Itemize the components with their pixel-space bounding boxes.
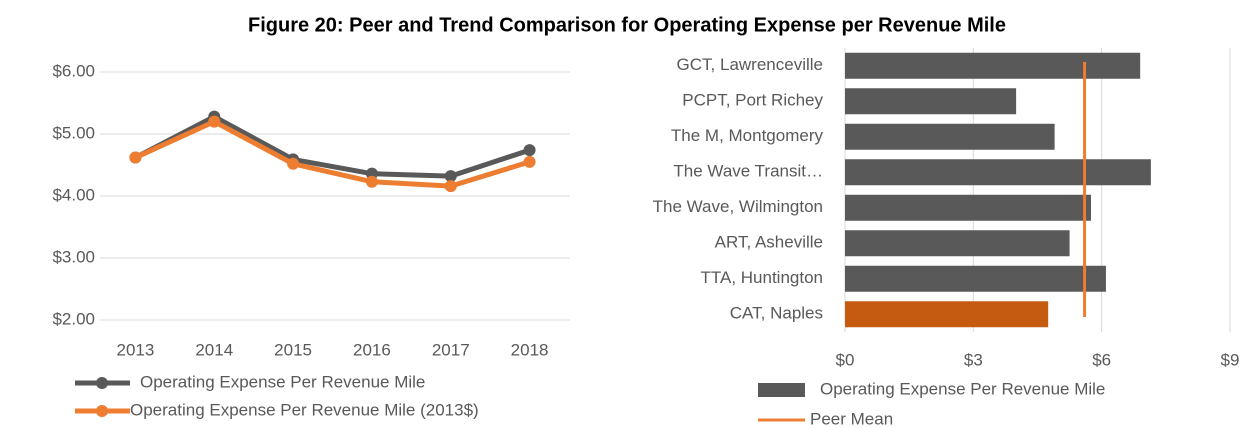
legend-swatch (758, 383, 805, 397)
chart-title: Figure 20: Peer and Trend Comparison for… (248, 14, 1006, 36)
y-tick-label: $5.00 (52, 123, 95, 142)
bar (845, 123, 1055, 150)
bar (845, 88, 1017, 115)
x-tick-label: 2017 (432, 340, 470, 359)
y-tick-label: $2.00 (52, 309, 95, 328)
marker (287, 157, 300, 170)
line (134, 114, 531, 179)
x-tick-label: 2018 (511, 340, 549, 359)
bar (845, 301, 1049, 328)
bar (845, 230, 1070, 257)
legend-label: Operating Expense Per Revenue Mile (820, 379, 1105, 398)
x-tick-label: $9 (1221, 350, 1240, 369)
y-tick-label: The Wave Transit… (673, 162, 823, 181)
y-tick-label: CAT, Naples (730, 304, 823, 323)
y-tick-label: PCPT, Port Richey (682, 91, 823, 110)
y-tick-label: $6.00 (52, 61, 95, 80)
bar (845, 52, 1141, 79)
x-tick-label: 2016 (353, 340, 391, 359)
bar (845, 265, 1106, 292)
y-tick-label: The M, Montgomery (671, 126, 824, 145)
y-tick-label: TTA, Huntington (700, 268, 823, 287)
x-tick-label: 2015 (274, 340, 312, 359)
marker (365, 175, 378, 188)
line (134, 119, 531, 189)
marker (129, 151, 142, 164)
y-tick-label: The Wave, Wilmington (653, 197, 823, 216)
bar (845, 194, 1091, 221)
x-tick-label: 2014 (195, 340, 233, 359)
marker (208, 115, 221, 128)
marker (523, 144, 536, 157)
x-tick-label: 2013 (117, 340, 155, 359)
legend-label: Operating Expense Per Revenue Mile (2013… (130, 400, 479, 419)
legend-marker (96, 377, 108, 389)
bar (845, 159, 1151, 186)
marker (444, 170, 457, 183)
x-tick-label: $3 (964, 350, 983, 369)
x-tick-label: $6 (1092, 350, 1111, 369)
y-tick-label: $3.00 (52, 247, 95, 266)
legend-label: Peer Mean (810, 409, 893, 428)
marker (523, 155, 536, 168)
x-tick-label: $0 (836, 350, 855, 369)
y-tick-label: GCT, Lawrenceville (677, 55, 823, 74)
marker (444, 180, 457, 193)
y-tick-label: ART, Asheville (715, 233, 823, 252)
legend-label: Operating Expense Per Revenue Mile (140, 372, 425, 391)
legend-marker (96, 405, 108, 417)
y-tick-label: $4.00 (52, 185, 95, 204)
